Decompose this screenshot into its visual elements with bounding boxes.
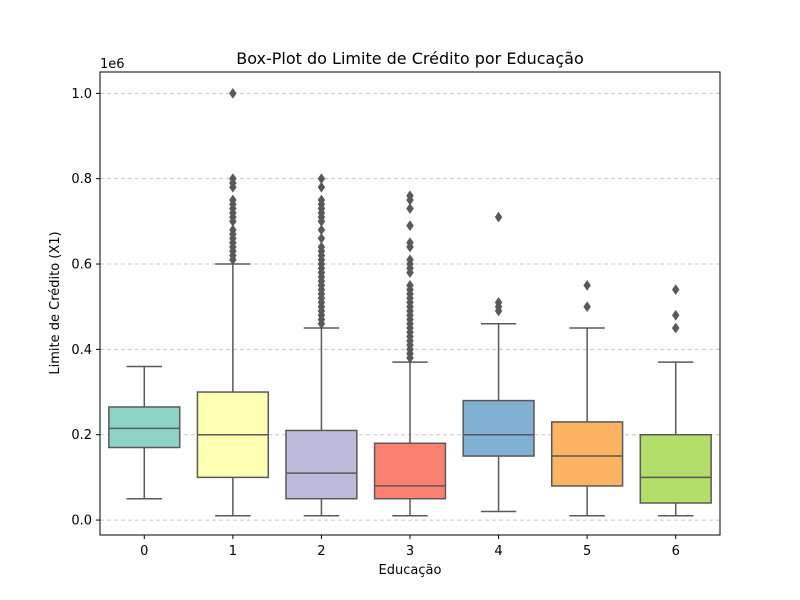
x-tick-label: 6	[672, 544, 680, 559]
box-iqr	[108, 406, 181, 449]
outlier-point	[229, 224, 237, 236]
x-tick-label: 1	[229, 544, 237, 559]
outlier-point	[406, 190, 414, 202]
y-tick-label: 0.2	[71, 428, 92, 443]
outlier-point	[317, 181, 326, 193]
y-tick-label: 0.0	[71, 514, 92, 529]
outlier-point	[317, 241, 326, 253]
box-iqr	[639, 433, 712, 504]
box-group-0	[108, 365, 181, 500]
x-tick-label: 3	[406, 544, 414, 559]
box-group-4	[462, 211, 535, 513]
x-tick-label: 4	[494, 544, 502, 559]
y-axis-label: Limite de Crédito (X1)	[48, 231, 63, 374]
outlier-point	[406, 237, 414, 249]
x-axis-label: Educação	[379, 563, 442, 578]
outlier-point	[671, 284, 680, 296]
outlier-point	[671, 309, 680, 321]
y-axis-ticks: 0.0 0.2 0.4 0.6 0.8 1.0	[71, 87, 100, 529]
box-iqr	[550, 421, 624, 487]
outlier-point	[317, 232, 326, 244]
box-group-3	[373, 190, 447, 517]
box-iqr	[373, 442, 447, 500]
outlier-point	[229, 173, 237, 185]
outlier-point	[583, 301, 591, 313]
outlier-point	[229, 194, 237, 206]
outlier-point	[494, 211, 503, 223]
outlier-point	[406, 220, 414, 232]
box-group-1	[196, 87, 270, 517]
boxes-layer	[108, 87, 712, 517]
box-iqr	[285, 429, 358, 500]
outlier-point	[406, 279, 414, 291]
chart-title: Box-Plot do Limite de Crédito por Educaç…	[236, 49, 583, 68]
outlier-point	[671, 322, 680, 334]
x-tick-label: 2	[317, 544, 325, 559]
outlier-point	[229, 87, 237, 99]
outlier-point	[317, 224, 326, 236]
outlier-point	[406, 254, 414, 266]
y-axis-offset-label: 1e6	[100, 57, 125, 72]
box-group-2	[285, 173, 358, 517]
y-tick-label: 0.8	[71, 172, 92, 187]
x-tick-label: 5	[583, 544, 591, 559]
y-tick-label: 0.4	[71, 343, 92, 358]
box-group-5	[550, 279, 624, 517]
outlier-point	[583, 279, 591, 291]
outlier-point	[406, 203, 414, 214]
box-iqr	[462, 399, 535, 457]
outlier-point	[494, 296, 503, 308]
y-tick-label: 0.6	[71, 258, 92, 273]
y-tick-label: 1.0	[71, 87, 92, 102]
x-axis-ticks: 0 1 2 3 4 5 6	[140, 535, 680, 559]
x-tick-label: 0	[140, 544, 148, 559]
outlier-point	[317, 173, 326, 185]
box-group-6	[639, 284, 712, 517]
outlier-point	[317, 194, 326, 206]
